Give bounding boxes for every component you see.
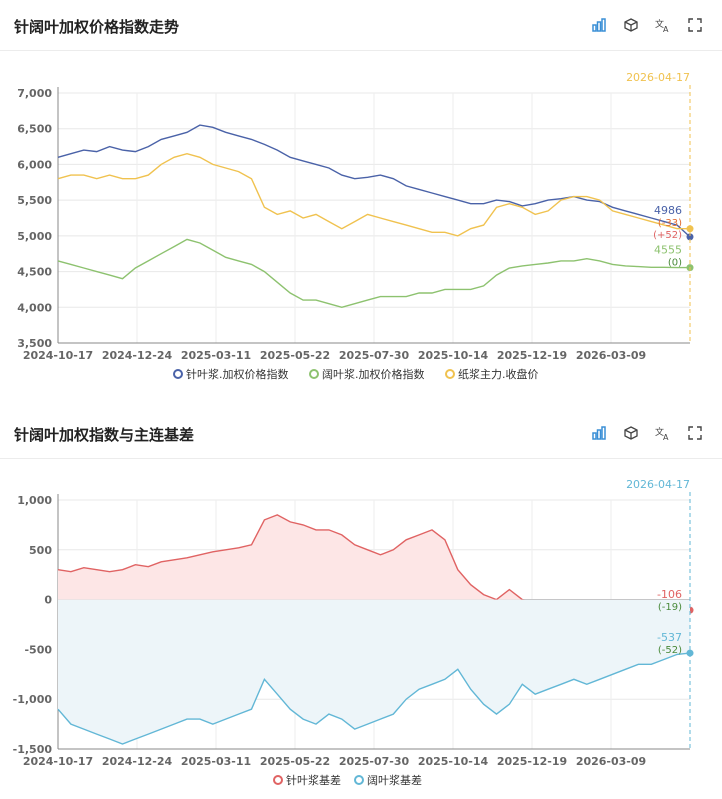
legend: 针叶浆基差 阔叶浆基差	[273, 773, 422, 787]
y-tick-label: 5,500	[17, 194, 52, 207]
y-tick-label: 6,500	[17, 123, 52, 136]
end-value-label: -537	[657, 631, 682, 644]
x-tick-label: 2026-03-09	[576, 349, 646, 362]
y-tick-label: -500	[24, 643, 52, 656]
x-tick-label: 2025-12-19	[497, 755, 567, 768]
basis-area-chart: -1,500 -1,000 -500 0 500 1,000 2024-10-17 2024-…	[13, 478, 694, 787]
y-tick-label: 4,000	[17, 301, 52, 314]
legend-label: 阔叶浆.加权价格指数	[322, 367, 425, 381]
legend-marker	[173, 369, 183, 379]
end-value-label: 4986	[654, 204, 682, 217]
x-tick-label: 2024-10-17	[23, 349, 93, 362]
svg-text:A: A	[663, 433, 669, 440]
x-tick-label: 2026-03-09	[576, 755, 646, 768]
legend-marker	[354, 775, 364, 785]
y-tick-label: 0	[44, 594, 52, 607]
cube-icon[interactable]	[622, 16, 640, 34]
y-tick-label: 4,500	[17, 266, 52, 279]
legend-marker	[309, 369, 319, 379]
x-tick-label: 2025-05-22	[260, 755, 330, 768]
series-end-point	[686, 233, 694, 241]
y-tick-label: 7,000	[17, 87, 52, 100]
legend-label: 纸浆主力.收盘价	[458, 367, 539, 381]
y-tick-label: 6,000	[17, 158, 52, 171]
end-change-label: (0)	[668, 258, 682, 269]
legend-marker	[445, 369, 455, 379]
legend-marker	[273, 775, 283, 785]
legend-label: 针叶浆基差	[286, 773, 341, 787]
y-tick-label: 5,000	[17, 230, 52, 243]
panel-title: 针阔叶加权指数与主连基差	[14, 426, 195, 444]
y-tick-label: 1,000	[17, 494, 52, 507]
x-tick-label: 2025-03-11	[181, 349, 251, 362]
svg-text:文: 文	[655, 18, 664, 30]
x-tick-label: 2025-07-30	[339, 349, 410, 362]
svg-text:文: 文	[655, 426, 664, 438]
x-tick-label: 2025-12-19	[497, 349, 567, 362]
y-tick-label: 3,500	[17, 337, 52, 350]
end-change-label: (-33)	[658, 218, 682, 229]
svg-text:A: A	[663, 25, 669, 32]
cube-icon[interactable]	[622, 424, 640, 442]
end-change-label: (-19)	[658, 602, 682, 613]
bar-chart-icon[interactable]	[590, 424, 608, 442]
end-change-label: (+52)	[653, 230, 682, 241]
bar-chart-icon[interactable]	[590, 16, 608, 34]
series-line	[57, 652, 691, 745]
x-tick-label: 2024-12-24	[102, 349, 173, 362]
date-marker-label: 2026-04-17	[626, 71, 690, 84]
x-tick-label: 2025-03-11	[181, 755, 251, 768]
series-line	[57, 238, 690, 309]
price-index-line-chart: 3,500 4,000 4,500 5,000 5,500 6,000 6,500 7,000…	[17, 71, 694, 381]
fullscreen-icon[interactable]	[686, 16, 704, 34]
series-line	[57, 124, 691, 238]
y-tick-label: -1,000	[13, 693, 53, 706]
x-tick-label: 2025-10-14	[418, 349, 489, 362]
series-area	[58, 514, 690, 611]
x-tick-label: 2024-12-24	[102, 755, 173, 768]
date-marker-label: 2026-04-17	[626, 478, 690, 491]
end-change-label: (-52)	[658, 645, 682, 656]
x-tick-label: 2025-05-22	[260, 349, 330, 362]
series-line	[57, 152, 690, 237]
x-tick-label: 2025-07-30	[339, 755, 410, 768]
end-value-label: -106	[657, 588, 682, 601]
fullscreen-icon[interactable]	[686, 424, 704, 442]
y-tick-label: -1,500	[13, 743, 53, 756]
legend: 针叶浆.加权价格指数 阔叶浆.加权价格指数 纸浆主力.收盘价	[173, 367, 539, 381]
panel-title: 针阔叶加权价格指数走势	[14, 18, 180, 36]
x-tick-label: 2024-10-17	[23, 755, 93, 768]
y-tick-label: 500	[29, 544, 52, 557]
legend-label: 阔叶浆基差	[367, 773, 422, 787]
series-area	[58, 599, 690, 744]
end-value-label: 4555	[654, 244, 682, 257]
legend-label: 针叶浆.加权价格指数	[186, 367, 289, 381]
x-tick-label: 2025-10-14	[418, 755, 489, 768]
